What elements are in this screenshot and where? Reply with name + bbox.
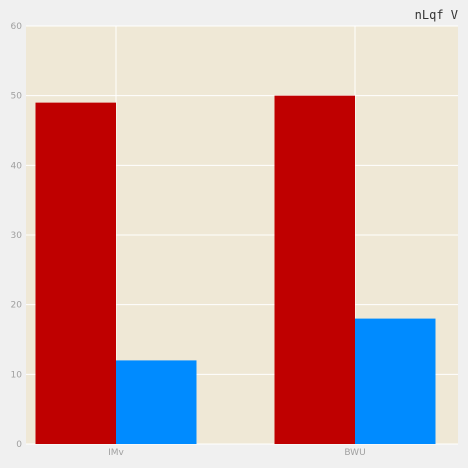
y-tick-label: 0: [16, 440, 22, 450]
x-tick-label: IMv: [108, 448, 124, 458]
y-tick-label: 50: [11, 92, 23, 102]
bar-IMv-series-2: [116, 360, 197, 444]
bar-IMv-series-1: [35, 102, 116, 444]
y-tick-labels: 0 10 20 30 40 50 60: [11, 22, 23, 450]
y-tick-label: 10: [11, 370, 23, 380]
bar-BWU-series-2: [355, 318, 436, 444]
chart-title: nLqf V: [415, 8, 458, 22]
y-tick-label: 30: [11, 231, 23, 241]
y-tick-label: 60: [11, 22, 23, 32]
x-tick-labels: IMv BWU: [108, 448, 366, 458]
y-tick-label: 20: [11, 301, 23, 311]
x-tick-label: BWU: [344, 448, 365, 458]
bar-BWU-series-1: [274, 95, 355, 445]
y-tick-label: 40: [11, 161, 23, 171]
bars: [35, 95, 436, 445]
